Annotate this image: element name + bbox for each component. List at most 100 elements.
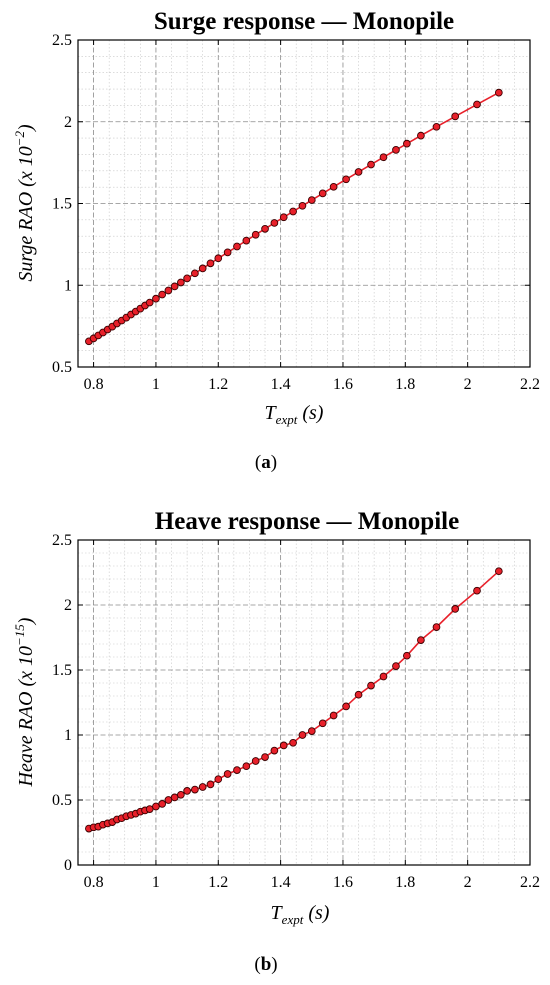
data-point [432,122,441,131]
data-point [152,802,160,811]
data-point [242,236,251,245]
data-point [354,168,363,176]
x-tick-label: 1.6 [333,376,353,393]
x-tick-label: 1.4 [271,376,291,393]
y-tick-label: 0 [64,857,72,874]
data-point [354,690,363,699]
x-axis-label-surge: Texpt (s) [265,402,324,427]
data-point [392,662,400,670]
data-point [145,805,154,813]
data-point [152,294,160,303]
data-point [329,182,338,191]
data-point [223,770,232,778]
data-point [158,290,167,299]
data-point [170,793,179,802]
axis-ticks-heave: 0.8 1 1.2 1.4 1.6 1.8 2 2.2 0 0.5 1 1.5 2 2.5 [52,532,540,891]
data-point [451,112,460,121]
y-tick-label: 1.5 [52,662,72,679]
y-axis-label-heave: Heave RAO (x 10−15) [12,617,37,787]
y-tick-label: 2.5 [52,532,72,549]
x-tick-label: 1.6 [333,874,353,891]
data-point [392,146,400,154]
data-point [177,278,185,287]
y-axis-label-surge: Surge RAO (x 10−2) [12,124,37,282]
data-point [214,254,223,263]
y-tick-label: 1.5 [52,196,72,213]
x-tick-label: 1 [152,874,160,891]
x-tick-label: 2.2 [520,376,540,393]
data-point [307,727,316,735]
y-tick-label: 0.5 [52,792,72,809]
x-tick-label: 1 [152,376,160,393]
data-point [342,175,350,184]
y-tick-label: 2.5 [52,32,72,49]
data-point [279,741,288,750]
data-point [242,762,251,771]
data-point [403,139,411,148]
data-point [251,757,260,765]
data-point [164,796,173,804]
data-point [145,298,154,307]
x-tick-label: 2.2 [520,874,540,891]
data-point [206,259,215,268]
chart-title-heave: Heave response — Monopile [155,508,459,535]
chart-heave: Heave response — Monopile 0.8 1 1.2 1.4 1.6 1… [12,508,540,975]
data-point [289,738,297,747]
data-point [403,651,411,660]
data-point [270,746,279,755]
data-point [177,790,185,799]
data-point [198,264,207,273]
data-point [261,224,269,233]
data-point [473,586,481,595]
axis-ticks-surge: 0.8 1 1.2 1.4 1.6 1.8 2 2.2 0.5 1 1.5 2 2.5 [52,32,540,393]
data-point [183,274,191,283]
data-point [451,605,460,613]
data-point [206,780,215,789]
x-tick-label: 1.8 [395,874,415,891]
data-point [379,672,388,681]
y-tick-label: 1 [64,277,72,294]
data-point [270,219,279,227]
series-heave [85,567,503,833]
data-point [432,623,441,631]
x-tick-label: 1.4 [271,874,291,891]
x-tick-label: 2 [464,376,472,393]
y-tick-label: 2 [64,597,72,614]
x-tick-label: 0.8 [84,376,104,393]
data-point [289,207,297,216]
data-point [318,189,327,198]
chart-title-surge: Surge response — Monopile [154,8,454,35]
data-point [379,153,388,162]
data-point [307,196,316,204]
data-point [329,711,338,720]
data-point [198,783,207,791]
data-point [494,567,503,576]
data-point [318,719,327,728]
data-point [417,636,425,644]
series-surge [85,88,503,346]
data-point [261,753,269,761]
chart-surge: Surge response — Monopile 0.8 1 1.2 1.4 1.6 1… [12,8,540,473]
data-point [233,242,241,251]
x-tick-label: 2 [464,874,472,891]
data-point [367,160,375,169]
panel-caption-b: (b) [254,954,277,975]
data-point [223,248,232,257]
data-point [367,681,375,690]
y-tick-label: 1 [64,727,72,744]
x-tick-label: 1.8 [395,376,415,393]
data-point [298,731,307,739]
data-point [342,702,350,711]
data-point [473,100,481,109]
y-tick-label: 2 [64,114,72,131]
data-point [494,88,503,97]
data-point [183,787,191,795]
data-point [170,282,179,291]
x-tick-label: 1.2 [208,874,228,891]
data-point [191,269,199,278]
data-point [233,766,241,774]
data-point [417,131,425,140]
data-point [214,775,223,784]
x-axis-label-heave: Texpt (s) [271,902,330,927]
